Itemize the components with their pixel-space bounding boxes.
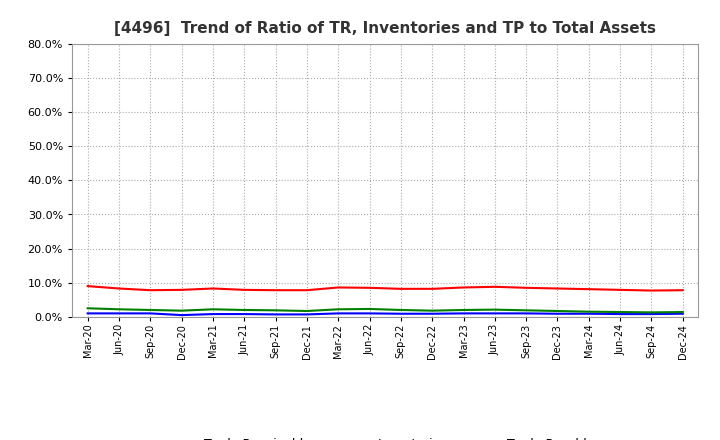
Line: Inventories: Inventories: [88, 313, 683, 315]
Trade Payables: [647, 310, 656, 315]
Trade Payables: [678, 309, 687, 315]
Trade Receivables: [146, 288, 155, 293]
Inventories: [678, 311, 687, 316]
Trade Payables: [490, 307, 499, 312]
Inventories: [146, 311, 155, 316]
Trade Receivables: [616, 287, 624, 293]
Trade Payables: [240, 307, 248, 312]
Trade Payables: [271, 308, 280, 313]
Title: [4496]  Trend of Ratio of TR, Inventories and TP to Total Assets: [4496] Trend of Ratio of TR, Inventories…: [114, 21, 656, 36]
Trade Payables: [114, 307, 123, 312]
Trade Payables: [522, 308, 531, 313]
Inventories: [647, 312, 656, 317]
Trade Receivables: [522, 285, 531, 290]
Trade Receivables: [84, 283, 92, 289]
Inventories: [177, 312, 186, 318]
Trade Receivables: [365, 285, 374, 290]
Legend: Trade Receivables, Inventories, Trade Payables: Trade Receivables, Inventories, Trade Pa…: [169, 438, 601, 440]
Inventories: [490, 311, 499, 316]
Trade Payables: [302, 308, 311, 314]
Trade Receivables: [240, 287, 248, 293]
Trade Payables: [459, 307, 468, 312]
Inventories: [522, 311, 531, 316]
Trade Payables: [146, 307, 155, 312]
Trade Receivables: [647, 288, 656, 293]
Trade Payables: [397, 307, 405, 312]
Inventories: [240, 312, 248, 317]
Line: Trade Payables: Trade Payables: [88, 308, 683, 312]
Trade Receivables: [490, 284, 499, 290]
Trade Receivables: [428, 286, 436, 291]
Trade Payables: [585, 309, 593, 314]
Inventories: [585, 311, 593, 316]
Trade Receivables: [459, 285, 468, 290]
Inventories: [459, 311, 468, 316]
Trade Payables: [616, 309, 624, 315]
Trade Payables: [209, 307, 217, 312]
Trade Payables: [365, 306, 374, 312]
Trade Receivables: [114, 286, 123, 291]
Trade Payables: [553, 308, 562, 314]
Inventories: [84, 311, 92, 316]
Inventories: [271, 312, 280, 317]
Inventories: [365, 311, 374, 316]
Trade Receivables: [397, 286, 405, 291]
Trade Receivables: [553, 286, 562, 291]
Inventories: [114, 311, 123, 316]
Trade Payables: [428, 308, 436, 313]
Trade Receivables: [209, 286, 217, 291]
Trade Payables: [334, 307, 343, 312]
Line: Trade Receivables: Trade Receivables: [88, 286, 683, 290]
Trade Receivables: [271, 288, 280, 293]
Trade Receivables: [302, 288, 311, 293]
Inventories: [616, 312, 624, 317]
Inventories: [334, 311, 343, 316]
Trade Receivables: [585, 286, 593, 292]
Inventories: [397, 311, 405, 316]
Trade Payables: [177, 308, 186, 313]
Trade Receivables: [678, 288, 687, 293]
Trade Receivables: [334, 285, 343, 290]
Inventories: [428, 311, 436, 316]
Inventories: [553, 311, 562, 316]
Trade Receivables: [177, 287, 186, 293]
Trade Payables: [84, 306, 92, 311]
Inventories: [209, 312, 217, 317]
Inventories: [302, 312, 311, 317]
